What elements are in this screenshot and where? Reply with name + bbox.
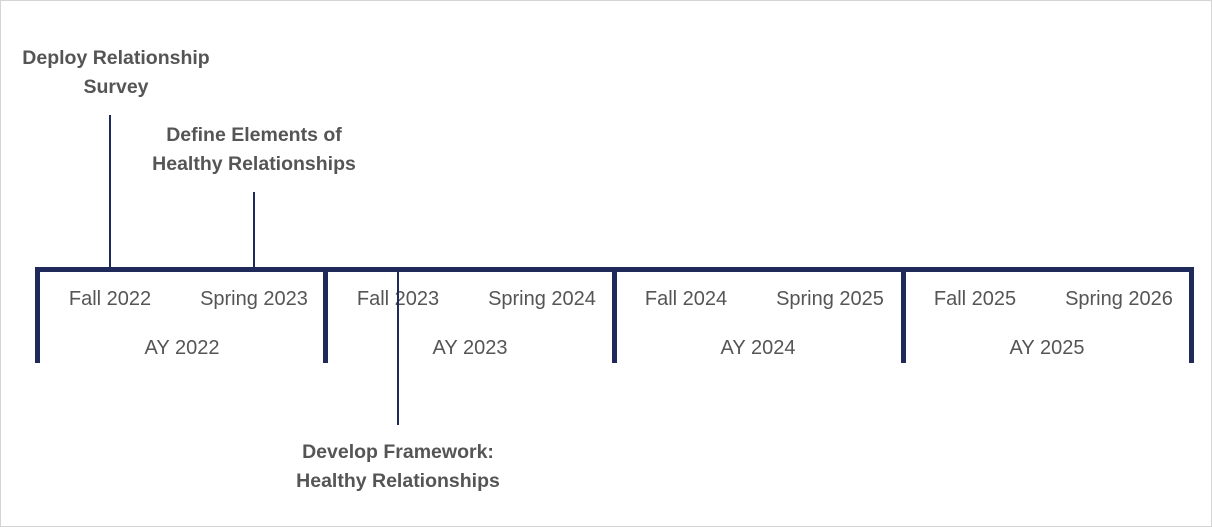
year-divider-tick [901,267,906,363]
year-divider-tick [35,267,40,363]
academic-year-label: AY 2023 [433,337,508,360]
milestone-leader-line [253,192,255,268]
milestone-label-line: Healthy Relationships [296,467,500,496]
term-label: Spring 2026 [1065,288,1173,311]
term-label: Fall 2022 [69,288,151,311]
milestone-label-line: Deploy Relationship [22,44,209,73]
milestone-label-line: Define Elements of [152,121,356,150]
term-label: Fall 2025 [934,288,1016,311]
milestone-label-line: Healthy Relationships [152,150,356,179]
milestone-leader-line [397,270,399,425]
academic-year-label: AY 2025 [1010,337,1085,360]
term-label: Spring 2023 [200,288,308,311]
milestone-label-line: Survey [22,73,209,102]
milestone-label: Define Elements of Healthy Relationships [152,121,356,179]
milestone-label-line: Develop Framework: [296,438,500,467]
term-label: Fall 2024 [645,288,727,311]
year-divider-tick [612,267,617,363]
term-label: Spring 2025 [776,288,884,311]
year-divider-tick [323,267,328,363]
academic-year-label: AY 2024 [721,337,796,360]
milestone-label: Deploy Relationship Survey [22,44,209,102]
academic-year-label: AY 2022 [145,337,220,360]
milestone-leader-line [109,115,111,268]
term-label: Spring 2024 [488,288,596,311]
year-divider-tick [1189,267,1194,363]
milestone-label: Develop Framework: Healthy Relationships [296,438,500,496]
